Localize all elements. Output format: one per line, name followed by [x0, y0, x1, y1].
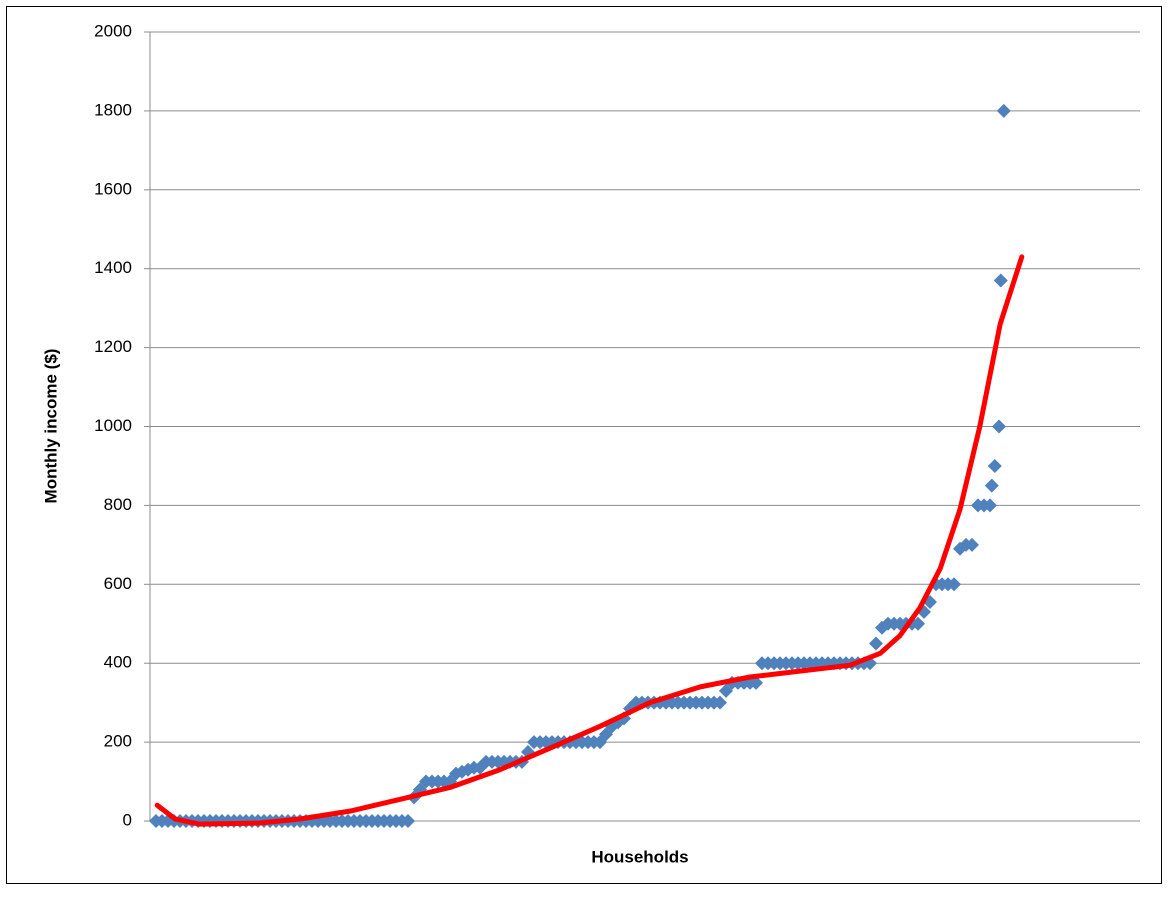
y-tick-label: 2000 — [94, 21, 132, 40]
data-point — [713, 695, 727, 710]
data-point — [869, 636, 883, 651]
y-tick-label: 800 — [104, 495, 132, 514]
y-axis-title: Monthly income ($) — [41, 349, 60, 504]
x-axis-title: Households — [591, 847, 688, 866]
chart-frame — [6, 6, 1162, 884]
y-tick-label: 1000 — [94, 416, 132, 435]
y-tick-label: 0 — [123, 810, 132, 829]
y-tick-label: 400 — [104, 653, 132, 672]
data-point — [992, 419, 1006, 434]
data-point — [947, 577, 961, 592]
data-point — [749, 675, 763, 690]
y-tick-label: 1600 — [94, 179, 132, 198]
y-tick-label: 1400 — [94, 258, 132, 277]
data-point — [984, 478, 999, 493]
data-point — [911, 616, 925, 631]
y-tick-label: 1200 — [94, 337, 132, 356]
data-point — [401, 814, 415, 828]
trend-line — [154, 254, 1025, 827]
data-point — [993, 273, 1008, 288]
y-tick-label: 600 — [104, 574, 132, 593]
data-point — [987, 458, 1002, 473]
y-tick-label: 200 — [104, 732, 132, 751]
y-tick-label: 1800 — [94, 100, 132, 119]
data-point — [996, 103, 1011, 118]
data-point — [965, 537, 979, 552]
data-point — [983, 498, 997, 513]
